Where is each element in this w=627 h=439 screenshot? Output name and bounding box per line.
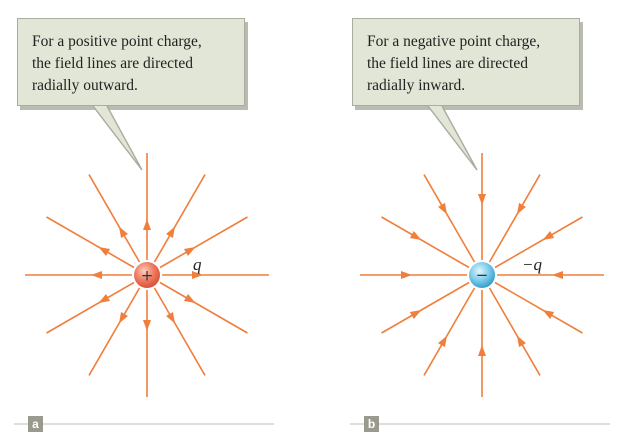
- charge-label-minus-q: −q: [522, 255, 542, 274]
- field-arrowhead: [166, 226, 175, 239]
- field-line: [153, 287, 206, 376]
- panel-tag-b-text: b: [368, 417, 375, 431]
- field-line: [46, 216, 135, 269]
- callout-line: radially outward.: [32, 77, 138, 94]
- field-arrowhead: [542, 231, 555, 240]
- field-line: [88, 174, 141, 263]
- field-arrowhead: [119, 311, 128, 324]
- positive-charge: +: [134, 262, 160, 288]
- field-line: [159, 281, 248, 334]
- callout-pointer-outline: [92, 105, 143, 171]
- field-arrowhead: [552, 271, 563, 279]
- field-arrowhead: [517, 202, 526, 215]
- callout-line: radially inward.: [367, 77, 466, 94]
- field-arrowhead: [91, 271, 102, 279]
- panel-tag-a-text: a: [32, 417, 39, 431]
- callout-line: the field lines are directed: [367, 55, 528, 72]
- callout-line: For a negative point charge,: [367, 33, 541, 50]
- field-line: [494, 281, 583, 334]
- field-line: [494, 216, 583, 269]
- field-arrowhead: [438, 202, 447, 215]
- field-line: [88, 287, 141, 376]
- callout-negative-charge: For a negative point charge, the field l…: [352, 18, 580, 106]
- charge-label-q: q: [193, 255, 202, 274]
- field-line: [381, 281, 470, 334]
- field-arrowhead: [166, 311, 175, 324]
- field-line: [488, 287, 541, 376]
- field-arrowhead: [542, 310, 555, 319]
- field-arrowhead: [183, 247, 196, 256]
- field-line: [381, 216, 470, 269]
- callout-line: For a positive point charge,: [32, 33, 202, 50]
- field-line: [423, 287, 476, 376]
- field-arrowhead: [119, 226, 128, 239]
- field-arrowhead: [478, 345, 486, 356]
- callout-pointer-outline: [427, 105, 478, 171]
- field-arrowhead: [143, 320, 151, 331]
- positive-charge-sign: +: [141, 267, 154, 285]
- field-arrowhead: [401, 271, 412, 279]
- field-line: [488, 174, 541, 263]
- field-arrowhead: [183, 294, 196, 303]
- field-line: [46, 281, 135, 334]
- field-arrowhead: [143, 219, 151, 230]
- field-arrowhead: [98, 294, 111, 303]
- field-arrowhead: [409, 231, 422, 240]
- field-arrowhead: [438, 335, 447, 348]
- negative-charge: −: [469, 262, 495, 288]
- field-arrowhead: [478, 194, 486, 205]
- field-arrowhead: [98, 247, 111, 256]
- field-line: [153, 174, 206, 263]
- panel-tag-a: a: [28, 416, 43, 432]
- field-lines-inward: [360, 153, 604, 397]
- callout-positive-charge: For a positive point charge, the field l…: [17, 18, 245, 106]
- callout-line: the field lines are directed: [32, 55, 193, 72]
- field-line: [423, 174, 476, 263]
- panel-tag-b: b: [364, 416, 379, 432]
- field-line: [159, 216, 248, 269]
- field-arrowhead: [409, 310, 422, 319]
- negative-charge-sign: −: [476, 266, 489, 284]
- field-arrowhead: [192, 271, 203, 279]
- field-arrowhead: [517, 335, 526, 348]
- field-lines-outward: [25, 153, 269, 397]
